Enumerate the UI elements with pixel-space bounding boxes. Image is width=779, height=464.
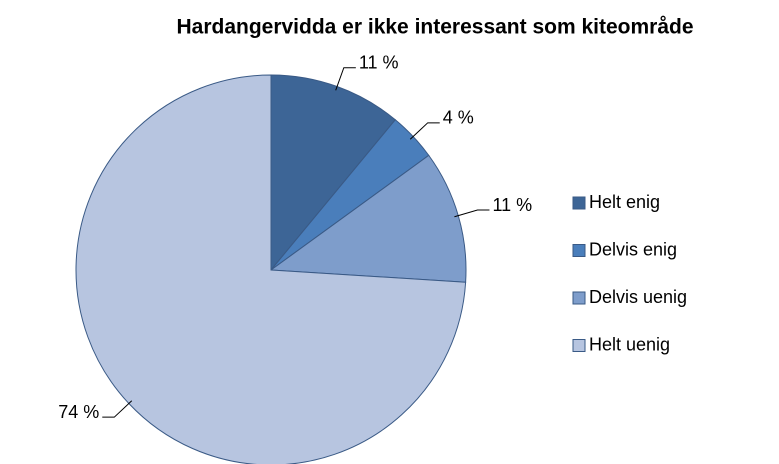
data-label: 4 % xyxy=(443,108,474,128)
leader-line xyxy=(102,400,133,418)
legend-swatch xyxy=(572,244,586,257)
leader-line xyxy=(454,209,490,218)
legend-label: Helt enig xyxy=(589,192,660,212)
legend-swatch xyxy=(572,291,586,305)
legend-label: Delvis uenig xyxy=(589,287,687,307)
legend-swatch xyxy=(572,339,586,352)
leader-line xyxy=(335,67,356,91)
legend-label: Delvis enig xyxy=(589,239,677,259)
data-label: 11 % xyxy=(359,52,399,72)
data-label: 74 % xyxy=(58,402,99,422)
legend-swatch xyxy=(572,196,586,210)
leader-line xyxy=(409,122,440,140)
legend-label: Helt uenig xyxy=(589,334,670,354)
data-label: 11 % xyxy=(492,195,532,215)
chart-title: Hardangervidda er ikke interessant som k… xyxy=(176,16,693,39)
